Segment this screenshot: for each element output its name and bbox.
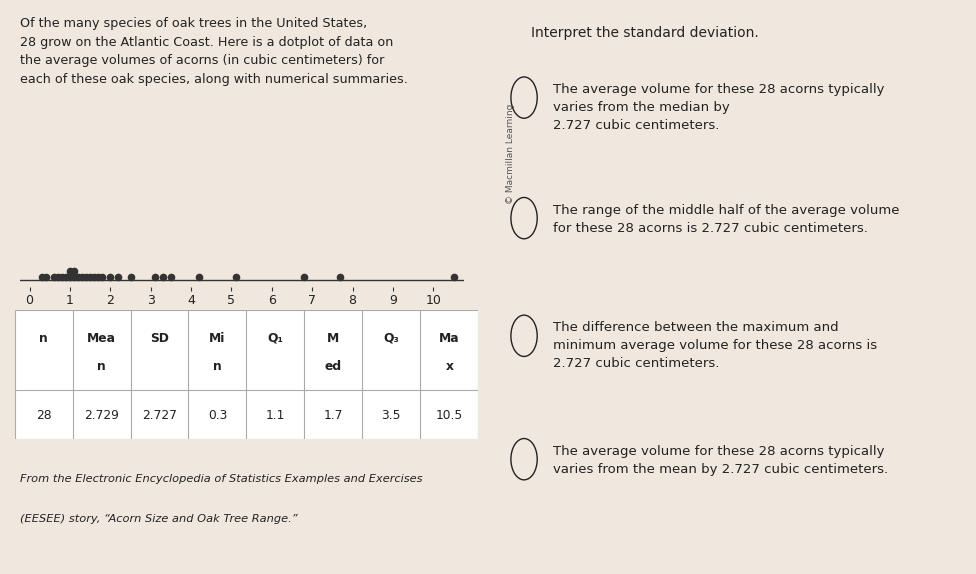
Text: SD: SD [150,332,169,345]
Text: The difference between the maximum and
minimum average volume for these 28 acorn: The difference between the maximum and m… [552,321,876,370]
FancyBboxPatch shape [15,310,478,439]
X-axis label: Acorn volume (cm³): Acorn volume (cm³) [176,311,307,324]
Text: (EESEE) story, “Acorn Size and Oak Tree Range.”: (EESEE) story, “Acorn Size and Oak Tree … [20,514,297,523]
Text: Of the many species of oak trees in the United States,
28 grow on the Atlantic C: Of the many species of oak trees in the … [20,17,407,86]
Text: Mi: Mi [209,332,225,345]
Text: 1.1: 1.1 [265,409,285,422]
Text: x: x [445,360,453,373]
Text: n: n [39,332,48,345]
Text: M: M [327,332,340,345]
Text: 2.727: 2.727 [142,409,177,422]
Text: n: n [213,360,222,373]
Text: 28: 28 [36,409,52,422]
Text: Q₃: Q₃ [384,332,399,345]
Text: The average volume for these 28 acorns typically
varies from the median by
2.727: The average volume for these 28 acorns t… [552,83,884,132]
Text: © Macmillan Learning: © Macmillan Learning [506,103,515,204]
Text: 10.5: 10.5 [435,409,463,422]
Text: 1.7: 1.7 [324,409,343,422]
Text: The range of the middle half of the average volume
for these 28 acorns is 2.727 : The range of the middle half of the aver… [552,204,899,235]
Text: Mea: Mea [87,332,116,345]
Text: Interpret the standard deviation.: Interpret the standard deviation. [531,26,759,40]
Text: n: n [98,360,106,373]
Text: The average volume for these 28 acorns typically
varies from the mean by 2.727 c: The average volume for these 28 acorns t… [552,445,888,476]
Text: 2.729: 2.729 [84,409,119,422]
Text: Q₁: Q₁ [267,332,283,345]
Text: From the Electronic Encyclopedia of Statistics Examples and Exercises: From the Electronic Encyclopedia of Stat… [20,474,422,483]
Text: Ma: Ma [439,332,460,345]
Text: 0.3: 0.3 [208,409,227,422]
Text: 3.5: 3.5 [382,409,401,422]
Text: ed: ed [325,360,342,373]
